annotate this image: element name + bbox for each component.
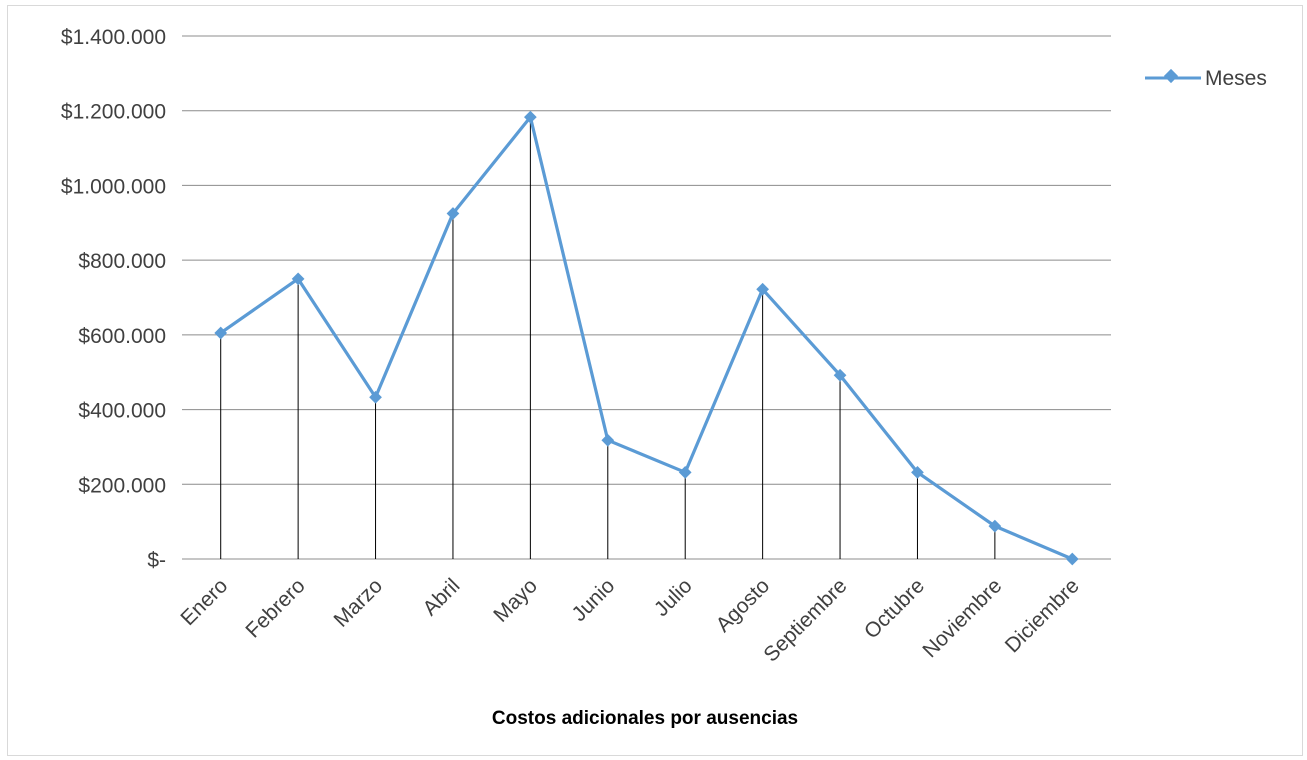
x-tick-label: Abril [419,574,465,620]
data-point-marker [369,390,382,404]
x-tick-label: Diciembre [1001,574,1084,657]
x-tick-label: Febrero [241,574,309,642]
data-point-marker [214,326,228,340]
x-tick-label: Enero [176,574,232,630]
drop-lines [220,117,996,559]
x-tick-label: Octubre [860,574,929,643]
y-tick-label: $400.000 [78,400,166,423]
data-point-marker [678,465,692,479]
data-point-marker [446,207,460,220]
y-tick-label: $1.200.000 [61,101,166,124]
legend-marker-swatch [1163,68,1179,84]
legend-label: Meses [1205,67,1267,90]
series-layer [214,110,1079,566]
gridlines [182,35,1111,560]
y-tick-label: $1.000.000 [61,175,166,198]
x-tick-label: Septiembre [759,574,851,666]
legend: Meses [1145,67,1267,90]
x-tick-label: Agosto [712,574,775,637]
y-tick-label: $- [147,549,166,572]
y-tick-label: $800.000 [78,250,166,273]
x-tick-label: Julio [650,574,697,621]
y-axis-tick-labels: $- $200.000 $400.000 $600.000 $800.000 $1.000… [61,26,166,572]
data-point-marker [601,433,615,447]
x-tick-label: Marzo [330,574,388,632]
data-point-marker [1065,552,1079,566]
chart-frame [7,5,1303,756]
series-line-meses [219,115,1073,561]
y-tick-label: $1.400.000 [61,26,166,49]
y-tick-label: $600.000 [78,325,166,348]
x-axis-label: Costos adicionales por ausencias [492,708,798,729]
x-tick-label: Mayo [489,574,542,627]
x-tick-label: Junio [568,574,620,626]
data-point-marker [291,272,305,286]
y-tick-label: $200.000 [78,474,166,497]
x-axis-tick-labels: Enero Febrero Marzo Abril Mayo Junio Julio Agos… [176,574,1083,666]
x-tick-label: Noviembre [918,574,1006,662]
